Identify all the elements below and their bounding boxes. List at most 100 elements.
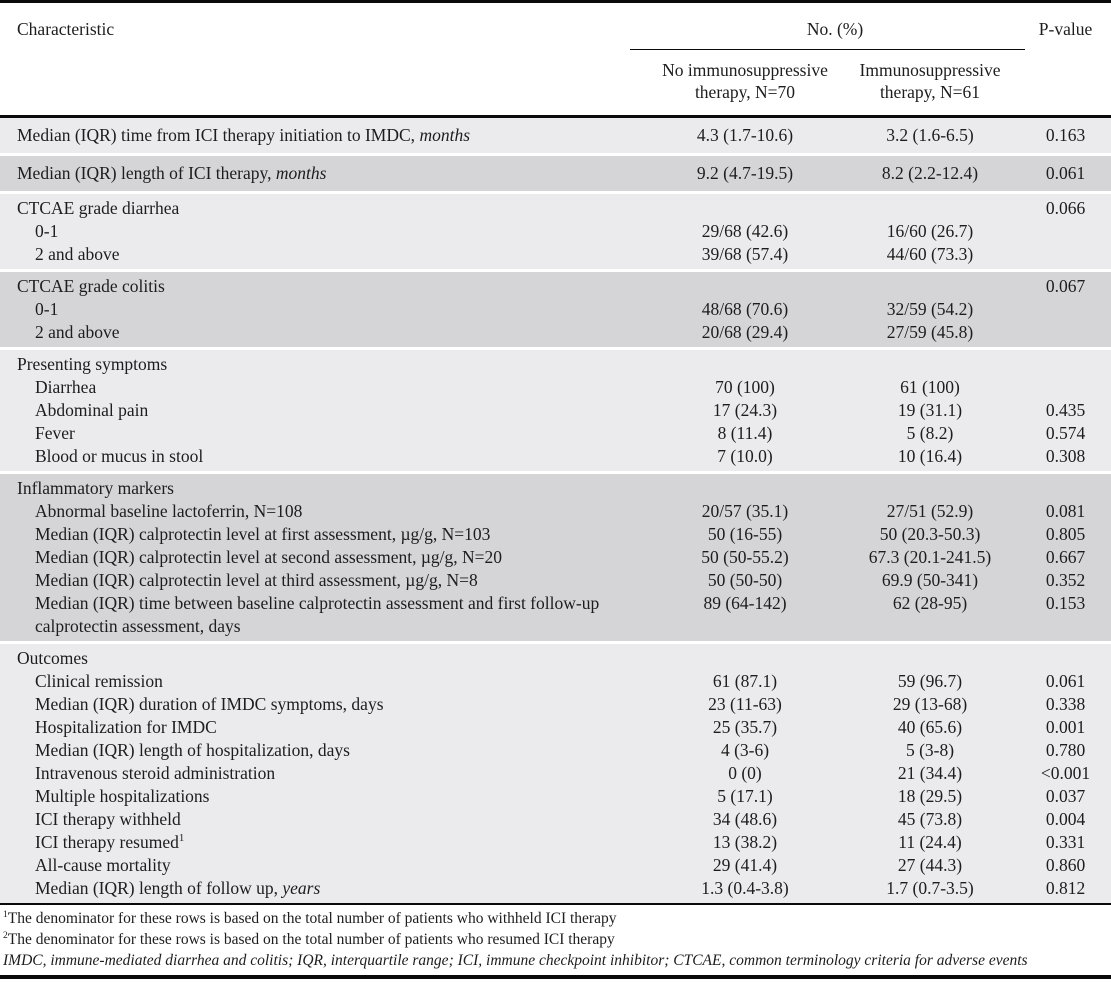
- row-label: Median (IQR) time from ICI therapy initi…: [17, 125, 470, 145]
- table-row: Median (IQR) length of follow up, years 1…: [0, 877, 1111, 900]
- row-label: Intravenous steroid administration: [35, 763, 276, 783]
- table-band: Median (IQR) length of ICI therapy, mont…: [0, 156, 1111, 191]
- spacer: [0, 59, 650, 103]
- row-label: Inflammatory markers: [17, 478, 174, 498]
- value-cell-immuno: 27 (44.3): [897, 855, 963, 875]
- value-cell-no-immuno: 1.3 (0.4-3.8): [701, 878, 789, 898]
- table-row: CTCAE grade colitis 0.067: [0, 275, 1111, 298]
- value-cell-no-immuno: 8 (11.4): [717, 423, 773, 443]
- row-label: Presenting symptoms: [17, 354, 168, 374]
- table-row: CTCAE grade diarrhea 0.066: [0, 197, 1111, 220]
- table-row: Median (IQR) length of hospitalization, …: [0, 739, 1111, 762]
- p-value-cell: 0.308: [1045, 446, 1086, 466]
- value-cell-immuno: 69.9 (50-341): [881, 570, 979, 590]
- table-row: Presenting symptoms: [0, 353, 1111, 376]
- table-row: 2 and above 20/68 (29.4) 27/59 (45.8): [0, 321, 1111, 344]
- value-cell-no-immuno: 61 (87.1): [712, 671, 778, 691]
- table-row: Abdominal pain 17 (24.3) 19 (31.1) 0.435: [0, 399, 1111, 422]
- label-italic-suffix: years: [282, 878, 321, 898]
- row-label: Median (IQR) calprotectin level at first…: [35, 524, 491, 544]
- table-row: Inflammatory markers: [0, 477, 1111, 500]
- subcol-immunosuppressive: Immunosuppressive therapy, N=61: [859, 60, 1001, 102]
- row-label: 2 and above: [35, 322, 120, 342]
- table-row: Median (IQR) calprotectin level at first…: [0, 523, 1111, 546]
- p-value-cell: 0.574: [1045, 423, 1086, 443]
- p-value-cell: [1020, 220, 1111, 243]
- table-band: Median (IQR) time from ICI therapy initi…: [0, 118, 1111, 153]
- row-label: Median (IQR) length of ICI therapy, mont…: [17, 163, 327, 183]
- row-label: Median (IQR) calprotectin level at third…: [35, 570, 478, 590]
- no-pct-underline: [630, 49, 1025, 50]
- table-row: Outcomes: [0, 647, 1111, 670]
- table-row: Fever 8 (11.4) 5 (8.2) 0.574: [0, 422, 1111, 445]
- value-cell-no-immuno: 17 (24.3): [712, 400, 778, 420]
- p-value-cell: 0.066: [1045, 198, 1086, 218]
- row-label: CTCAE grade colitis: [17, 276, 165, 296]
- value-cell-no-immuno: [650, 477, 840, 500]
- table-row: Median (IQR) time from ICI therapy initi…: [0, 124, 1111, 147]
- table-band: Inflammatory markers Abnormal baseline la…: [0, 474, 1111, 641]
- value-cell-no-immuno: 48/68 (70.6): [701, 299, 789, 319]
- row-label: Abdominal pain: [35, 400, 149, 420]
- value-cell-immuno: [840, 647, 1020, 670]
- value-cell-no-immuno: [650, 353, 840, 376]
- table-row: Diarrhea 70 (100) 61 (100): [0, 376, 1111, 399]
- subcol-no-immunosuppressive: No immunosuppressive therapy, N=70: [662, 60, 828, 102]
- value-cell-immuno: 27/59 (45.8): [886, 322, 974, 342]
- value-cell-immuno: 50 (20.3-50.3): [879, 524, 981, 544]
- table-row: ICI therapy withheld 34 (48.6) 45 (73.8) 0.…: [0, 808, 1111, 831]
- table-row: 0-1 29/68 (42.6) 16/60 (26.7): [0, 220, 1111, 243]
- table-row: Clinical remission 61 (87.1) 59 (96.7) 0.06…: [0, 670, 1111, 693]
- table-row: Median (IQR) time between baseline calpr…: [0, 592, 1111, 638]
- p-value-cell: 0.667: [1045, 547, 1086, 567]
- value-cell-no-immuno: 9.2 (4.7-19.5): [696, 163, 794, 183]
- spacer: [1020, 59, 1111, 103]
- value-cell-immuno: [840, 197, 1020, 220]
- row-label: Multiple hospitalizations: [35, 786, 210, 806]
- row-label: Clinical remission: [35, 671, 163, 691]
- p-value-cell: 0.153: [1045, 593, 1086, 613]
- value-cell-no-immuno: 20/57 (35.1): [701, 501, 789, 521]
- row-label: Median (IQR) length of follow up, years: [35, 878, 321, 898]
- row-label: Median (IQR) time between baseline calpr…: [35, 593, 600, 636]
- row-label: Blood or mucus in stool: [35, 446, 204, 466]
- table-row: Hospitalization for IMDC 25 (35.7) 40 (65.…: [0, 716, 1111, 739]
- p-value-cell: 0.037: [1045, 786, 1086, 806]
- footnote-marker: 1: [3, 908, 8, 920]
- row-label: 2 and above: [35, 244, 120, 264]
- table-row: 0-1 48/68 (70.6) 32/59 (54.2): [0, 298, 1111, 321]
- p-value-cell: 0.338: [1045, 694, 1086, 714]
- footnote: 2The denominator for these rows is based…: [3, 929, 615, 948]
- p-value-cell: [1020, 243, 1111, 266]
- value-cell-immuno: [840, 477, 1020, 500]
- footnote-marker: 2: [3, 929, 8, 941]
- value-cell-immuno: [840, 275, 1020, 298]
- footnotes: 1The denominator for these rows is based…: [0, 903, 1111, 979]
- p-value-cell: 0.081: [1045, 501, 1086, 521]
- p-value-cell: 0.435: [1045, 400, 1086, 420]
- table-row: Median (IQR) calprotectin level at secon…: [0, 546, 1111, 569]
- value-cell-immuno: 5 (8.2): [906, 423, 954, 443]
- p-value-cell: [1020, 353, 1111, 376]
- row-label: 0-1: [35, 299, 59, 319]
- p-value-cell: 0.352: [1045, 570, 1086, 590]
- value-cell-immuno: 67.3 (20.1-241.5): [868, 547, 992, 567]
- value-cell-no-immuno: [650, 647, 840, 670]
- p-value-cell: <0.001: [1040, 763, 1091, 783]
- value-cell-no-immuno: 25 (35.7): [712, 717, 778, 737]
- value-cell-no-immuno: 4 (3-6): [720, 740, 770, 760]
- value-cell-no-immuno: 29/68 (42.6): [701, 221, 789, 241]
- p-value-cell: 0.061: [1045, 163, 1086, 183]
- value-cell-immuno: 40 (65.6): [897, 717, 963, 737]
- no-pct-header: No. (%): [806, 19, 864, 39]
- value-cell-immuno: 5 (3-8): [905, 740, 955, 760]
- value-cell-immuno: 16/60 (26.7): [886, 221, 974, 241]
- value-cell-no-immuno: 4.3 (1.7-10.6): [696, 125, 794, 145]
- p-value-cell: 0.061: [1045, 671, 1086, 691]
- header-row-subcolumns: No immunosuppressive therapy, N=70 Immun…: [0, 59, 1111, 103]
- table-row: Median (IQR) length of ICI therapy, mont…: [0, 162, 1111, 185]
- characteristic-header: Characteristic: [17, 19, 115, 39]
- p-value-cell: [1020, 477, 1111, 500]
- value-cell-no-immuno: [650, 197, 840, 220]
